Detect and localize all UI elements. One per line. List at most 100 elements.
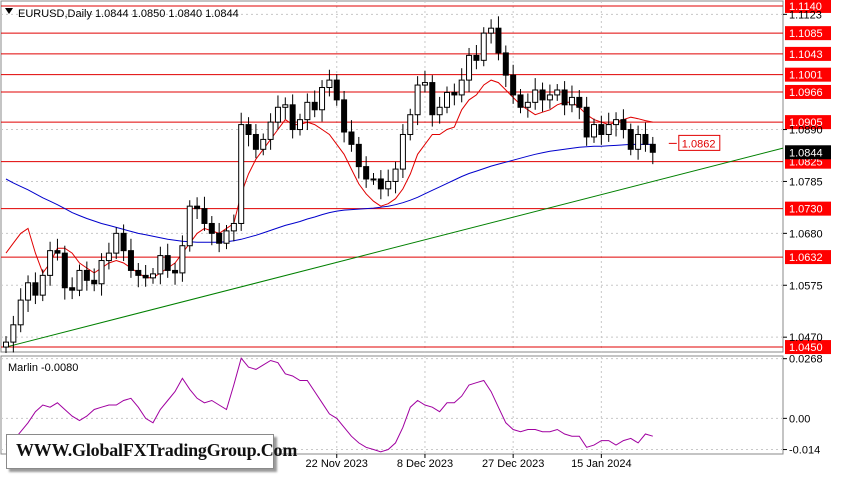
candle-bullish — [297, 119, 303, 131]
candle-bearish — [54, 250, 61, 254]
candle-bullish — [113, 232, 120, 254]
level-label-bg — [785, 0, 831, 13]
candle-bullish — [370, 178, 377, 181]
candle-bearish — [172, 269, 179, 274]
candle-bearish — [429, 82, 436, 116]
level-label: 1.0730 — [789, 204, 823, 216]
green-trendline — [5, 147, 784, 348]
level-label: 1.1001 — [789, 70, 823, 82]
candle-bearish — [539, 89, 546, 101]
red-moving-average-line — [5, 79, 653, 279]
level-label: 1.0905 — [789, 117, 823, 129]
osc-tick-label: 0.0268 — [789, 354, 823, 366]
chart-frames — [0, 0, 784, 455]
candle-bullish — [17, 299, 24, 326]
candle-bullish — [436, 106, 443, 116]
current-price-label: 1.0844 — [789, 147, 823, 159]
level-label-bg — [785, 340, 831, 355]
candle-bullish — [25, 282, 32, 301]
candle-bullish — [524, 101, 531, 108]
candle-bullish — [399, 133, 406, 170]
candle-bullish — [605, 124, 612, 135]
candle-bullish — [414, 84, 421, 116]
candle-bearish — [120, 232, 127, 252]
candle-bearish — [91, 279, 98, 285]
candle-bullish — [568, 96, 575, 106]
candle-bearish — [69, 287, 76, 291]
collapse-triangle-icon[interactable] — [5, 8, 13, 14]
candle-bullish — [157, 255, 164, 275]
level-label-bg — [785, 67, 831, 82]
candle-bearish — [333, 79, 340, 101]
level-label: 1.1043 — [789, 49, 823, 61]
candle-bearish — [245, 124, 252, 135]
symbol-header: EURUSD,Daily 1.0844 1.0850 1.0840 1.0844 — [18, 8, 239, 20]
candle-bullish — [238, 124, 245, 224]
level-label-bg — [785, 250, 831, 265]
osc-tick-label: 0.00 — [789, 413, 810, 425]
candle-bearish — [201, 208, 208, 224]
candle-bullish — [98, 260, 105, 285]
osc-tick-label: -0.014 — [789, 445, 820, 457]
candle-bearish — [502, 52, 509, 76]
current-price-label-bg — [785, 145, 831, 160]
candle-bearish — [135, 269, 142, 276]
price-tick-label: 1.0680 — [789, 228, 823, 240]
candle-bullish — [3, 341, 9, 348]
candle-bullish — [76, 269, 83, 291]
candle-bullish — [488, 27, 495, 34]
candle-bearish — [517, 94, 524, 108]
candle-bearish — [216, 232, 223, 244]
level-label: 1.0450 — [789, 342, 823, 354]
candle-bullish — [407, 114, 414, 135]
candle-bearish — [289, 104, 296, 131]
candle-bullish — [150, 273, 156, 279]
candle-bearish — [576, 96, 583, 108]
candle-bearish — [83, 269, 90, 281]
watermark-text: WWW.GlobalFXTradingGroup.Com — [16, 440, 298, 460]
candle-bullish — [47, 250, 54, 276]
candle-bullish — [532, 89, 539, 103]
marlin-oscillator-line — [5, 357, 653, 453]
candle-bearish — [252, 133, 259, 150]
oscillator-group — [5, 357, 653, 453]
candles-group — [3, 16, 656, 353]
candle-bearish — [473, 54, 480, 61]
candle-bullish — [10, 324, 17, 343]
candle-bullish — [385, 180, 392, 190]
candle-bearish — [642, 133, 649, 145]
candle-bearish — [127, 250, 134, 271]
candle-bullish — [223, 230, 230, 244]
candle-bullish — [392, 168, 399, 182]
moving-averages — [5, 79, 653, 279]
level-label: 1.0966 — [789, 87, 823, 99]
candle-bearish — [32, 282, 39, 296]
candle-bearish — [194, 205, 201, 210]
price-tick-label: 1.1123 — [789, 9, 822, 21]
candle-bearish — [583, 106, 590, 138]
level-label: 1.0825 — [789, 157, 823, 169]
trendline-group — [5, 147, 784, 348]
target-label: 1.0862 — [682, 138, 716, 150]
candle-bullish — [230, 222, 237, 232]
candle-bullish — [260, 138, 267, 150]
candle-bullish — [554, 89, 561, 96]
candle-bullish — [480, 32, 487, 61]
candle-bearish — [164, 255, 171, 271]
candle-bullish — [105, 252, 112, 262]
candle-bearish — [377, 178, 384, 190]
candle-bearish — [355, 143, 362, 168]
candle-bearish — [208, 222, 215, 234]
candle-bullish — [319, 87, 326, 111]
candle-bullish — [613, 119, 620, 126]
candle-bearish — [510, 74, 517, 96]
axis-labels: 1.1123 1.0890 1.0785 1.0680 1.0575 1.0470 0.02… — [306, 9, 831, 470]
level-label-bg — [785, 84, 831, 99]
candle-bearish — [363, 166, 370, 180]
candle-bearish — [61, 252, 68, 289]
candle-bullish — [179, 245, 186, 274]
level-label-bg — [785, 201, 831, 216]
